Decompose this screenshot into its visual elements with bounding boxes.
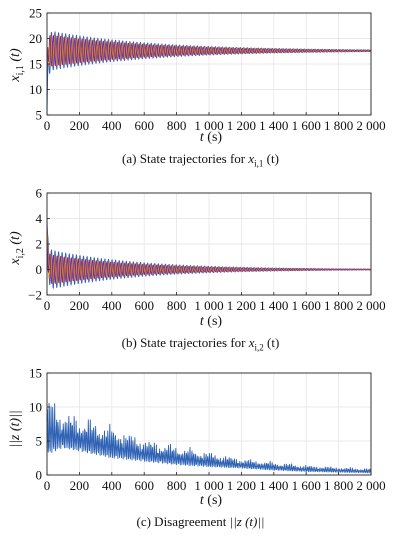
caption-b-sub: i,2 xyxy=(254,342,264,353)
x-tick-label: 2 000 xyxy=(356,118,385,133)
caption-a-suffix: (t) xyxy=(263,151,279,166)
y-axis-label: xi,1 (t) xyxy=(8,48,26,83)
y-tick-label: 15 xyxy=(29,57,42,72)
panel-a: 0 200 400 600 800 1 000 1 200 1 400 1 600 1 800 2 … xyxy=(0,0,401,180)
x-axis-label: t (s) xyxy=(200,493,223,508)
x-tick-label: 1 200 xyxy=(227,298,256,313)
x-tick-label: 600 xyxy=(134,478,154,493)
x-tick-label: 200 xyxy=(70,298,90,313)
x-axis-label: t (s) xyxy=(200,314,223,329)
x-tick-label: 1 400 xyxy=(259,298,288,313)
caption-c-symbol: ||z (t)|| xyxy=(229,514,265,529)
plot-area xyxy=(46,218,372,289)
x-tick-label: 1 600 xyxy=(292,478,321,493)
x-tick-label: 2 000 xyxy=(356,478,385,493)
y-tick-label: 25 xyxy=(29,6,42,21)
x-tick-label: 2 000 xyxy=(356,298,385,313)
caption-a-symbol: x xyxy=(248,151,255,166)
caption-b-symbol: x xyxy=(248,335,255,350)
y-tick-label: 4 xyxy=(36,211,43,226)
panel-b: 0 200 400 600 800 1 000 1 200 1 400 1 600 1 800 2 … xyxy=(0,180,401,360)
series-line-3 xyxy=(46,237,372,284)
y-axis-label: xi,2 (t) xyxy=(8,231,26,266)
caption-a-sub: i,1 xyxy=(254,158,264,169)
x-tick-label: 1 600 xyxy=(292,298,321,313)
caption-b-suffix: (t) xyxy=(263,335,280,350)
chart-disagreement: 0 200 400 600 800 1 000 1 200 1 400 1 600 1 800 2 … xyxy=(8,366,386,509)
chart-x-i1: 0 200 400 600 800 1 000 1 200 1 400 1 600 1 800 2 … xyxy=(8,6,386,146)
x-tick-label: 1 000 xyxy=(194,298,223,313)
y-tick-label: 5 xyxy=(36,434,43,449)
series-line-0 xyxy=(46,402,372,474)
x-tick-label: 200 xyxy=(70,478,90,493)
y-tick-label: 6 xyxy=(36,186,43,201)
plot-area xyxy=(46,402,372,474)
x-tick-label: 1 400 xyxy=(259,478,288,493)
x-tick-label: 1 800 xyxy=(324,298,353,313)
x-tick-label: 200 xyxy=(70,118,90,133)
x-tick-label: 1 800 xyxy=(324,478,353,493)
x-tick-label: 600 xyxy=(134,118,154,133)
caption-b-prefix: (b) State trajectories for xyxy=(121,335,249,350)
ticks: 0 200 400 600 800 1 000 1 200 1 400 1 600 1 800 2 … xyxy=(29,366,386,494)
x-tick-label: 400 xyxy=(102,298,122,313)
x-axis-label: t (s) xyxy=(200,130,223,145)
x-tick-label: 400 xyxy=(102,478,122,493)
y-tick-label: 10 xyxy=(29,82,42,97)
y-tick-label: 20 xyxy=(29,31,42,46)
chart-x-i2: 0 200 400 600 800 1 000 1 200 1 400 1 600 1 800 2 … xyxy=(8,186,386,330)
y-tick-label: 0 xyxy=(36,262,43,277)
panel-c: 0 200 400 600 800 1 000 1 200 1 400 1 600 1 800 2 … xyxy=(0,360,401,537)
x-tick-label: 1 000 xyxy=(194,478,223,493)
y-tick-label: 5 xyxy=(36,108,43,123)
caption-c: (c) Disagreement ||z (t)|| xyxy=(0,514,401,530)
ticks: 0 200 400 600 800 1 000 1 200 1 400 1 600 1 800 2 … xyxy=(28,186,385,314)
x-tick-label: 1 000 xyxy=(194,118,223,133)
y-tick-label: 0 xyxy=(36,468,43,483)
y-tick-label: 2 xyxy=(36,237,43,252)
y-axis-label: ||z (t)|| xyxy=(8,410,23,448)
caption-a-prefix: (a) State trajectories for xyxy=(122,151,249,166)
caption-a: (a) State trajectories for xi,1 (t) xyxy=(0,151,401,169)
x-tick-label: 0 xyxy=(44,118,51,133)
x-tick-label: 1 600 xyxy=(292,118,321,133)
x-tick-label: 800 xyxy=(167,298,187,313)
y-tick-label: 15 xyxy=(29,366,42,381)
series-line-3 xyxy=(46,35,372,67)
y-tick-label: −2 xyxy=(28,288,42,303)
grid xyxy=(46,12,372,116)
x-tick-label: 1 800 xyxy=(324,118,353,133)
x-tick-label: 0 xyxy=(44,478,51,493)
caption-b: (b) State trajectories for xi,2 (t) xyxy=(0,335,401,353)
caption-c-prefix: (c) Disagreement xyxy=(136,514,230,529)
x-tick-label: 0 xyxy=(44,298,51,313)
x-tick-label: 600 xyxy=(134,298,154,313)
y-tick-label: 10 xyxy=(29,400,42,415)
x-tick-label: 1 400 xyxy=(259,118,288,133)
plot-area xyxy=(46,31,372,116)
x-tick-label: 400 xyxy=(102,118,122,133)
x-tick-label: 800 xyxy=(167,118,187,133)
ticks: 0 200 400 600 800 1 000 1 200 1 400 1 600 1 800 2 … xyxy=(29,6,386,134)
x-tick-label: 1 200 xyxy=(227,478,256,493)
x-tick-label: 1 200 xyxy=(227,118,256,133)
x-tick-label: 800 xyxy=(167,478,187,493)
